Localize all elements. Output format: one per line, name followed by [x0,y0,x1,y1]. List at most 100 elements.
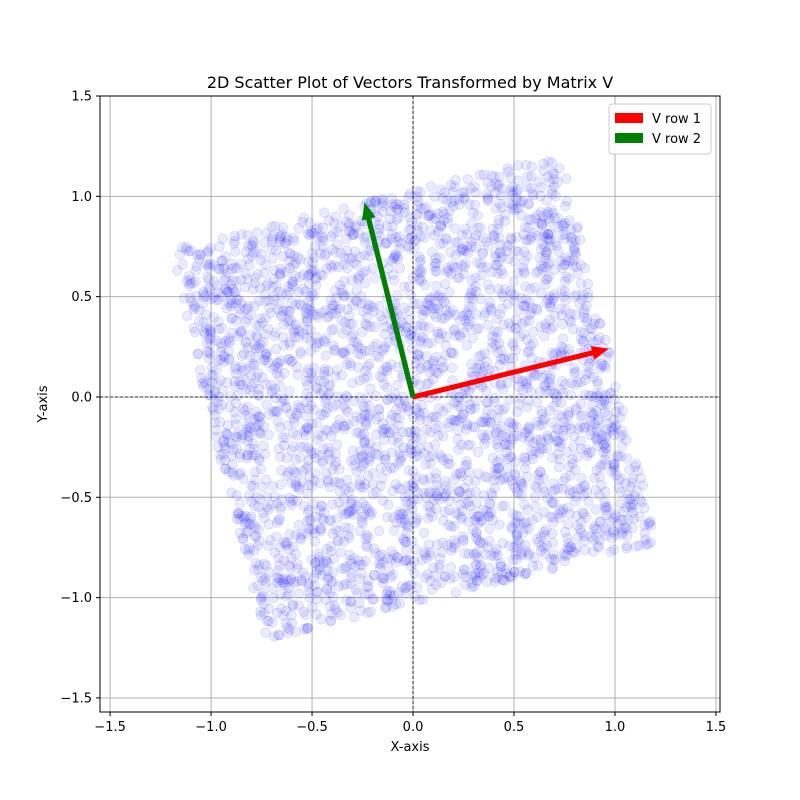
scatter-point [379,450,391,461]
scatter-point [489,573,501,584]
scatter-point [419,448,430,459]
scatter-point [266,236,277,248]
scatter-point [558,548,570,560]
scatter-point [416,275,427,287]
scatter-point [242,274,253,285]
scatter-point [354,573,366,585]
scatter-point [499,354,510,366]
scatter-point [258,354,270,366]
scatter-point [479,417,490,428]
scatter-point [400,583,411,594]
scatter-point [178,293,190,304]
scatter-point [373,449,384,461]
scatter-point [542,430,553,441]
scatter-point [318,376,330,387]
scatter-point [589,318,600,330]
scatter-point [302,507,314,518]
scatter-point [414,251,425,263]
scatter-point [400,321,411,333]
scatter-point [319,207,330,218]
scatter-point [298,269,309,281]
scatter-point [298,426,310,437]
scatter-point [564,215,575,226]
scatter-point [311,586,323,598]
scatter-point [305,335,317,347]
scatter-point [608,429,619,441]
scatter-point [466,301,477,312]
scatter-point [232,330,244,342]
scatter-point [540,524,552,536]
scatter-point [392,552,404,564]
scatter-point [588,534,600,545]
scatter-point [234,376,246,387]
x-tick-label: −1.0 [195,720,227,735]
scatter-point [198,326,210,337]
scatter-point [479,348,490,359]
scatter-point [438,430,449,442]
scatter-point [205,242,216,254]
scatter-point [417,221,428,233]
scatter-point [245,360,256,372]
scatter-point [351,296,363,308]
scatter-point [383,337,394,348]
scatter-point [579,421,590,433]
scatter-point [610,381,621,393]
scatter-point [302,380,313,391]
scatter-point [429,570,440,581]
scatter-point [288,325,300,336]
scatter-point [541,232,553,244]
scatter-point [516,292,527,304]
scatter-point [570,404,582,416]
scatter-point [417,473,429,485]
scatter-point [329,600,340,611]
scatter-point [602,501,613,513]
scatter-point [285,562,296,573]
scatter-point [375,310,386,322]
scatter-point [617,429,629,441]
scatter-point [484,364,495,376]
scatter-point [448,262,460,273]
scatter-point [308,309,319,320]
scatter-point [537,483,549,494]
scatter-point [563,406,575,418]
scatter-point [222,286,233,297]
scatter-point [506,521,517,532]
scatter-point [286,279,297,290]
scatter-point [513,381,524,393]
scatter-point [548,400,559,412]
scatter-point [317,430,328,442]
scatter-point [317,458,328,469]
scatter-point [482,542,493,553]
scatter-point [364,345,375,356]
scatter-point [281,452,293,464]
scatter-point [490,248,501,259]
scatter-point [270,245,282,256]
scatter-point [349,415,360,427]
scatter-point [461,455,472,467]
scatter-point [359,232,370,244]
scatter-point [318,409,329,421]
scatter-point [380,238,391,250]
scatter-point [383,427,394,438]
scatter-point [518,328,529,340]
scatter-point [362,312,373,323]
scatter-point [363,575,374,586]
scatter-point [489,463,501,474]
scatter-point [393,420,404,431]
scatter-point [379,454,391,465]
scatter-point [290,626,301,638]
scatter-point [581,316,592,328]
scatter-point [323,449,334,460]
scatter-point [226,313,238,324]
scatter-point [563,273,574,284]
scatter-point [448,474,460,486]
scatter-point [442,217,454,228]
scatter-point [425,181,437,192]
scatter-point [215,454,227,465]
scatter-point [424,367,435,378]
scatter-point [393,212,404,223]
scatter-point [392,394,403,406]
scatter-point [456,512,467,523]
scatter-point [328,340,339,352]
scatter-point [274,371,285,383]
